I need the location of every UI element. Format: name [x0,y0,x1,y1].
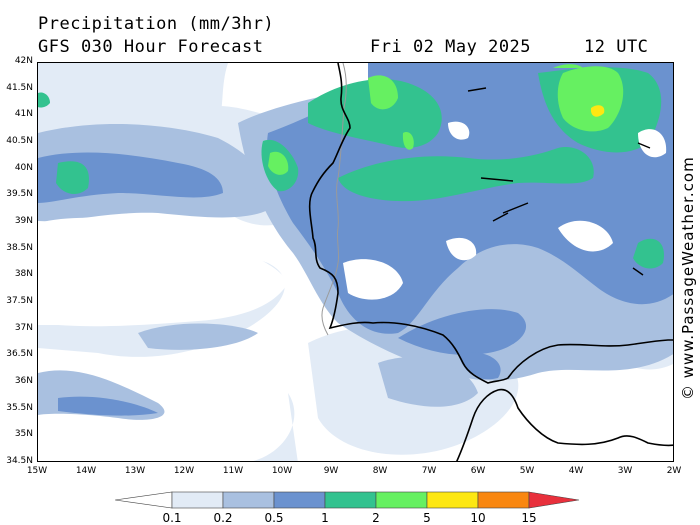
latitude-label: 39.5N [6,189,33,200]
longitude-label: 7W [421,466,437,476]
latitude-label: 35.5N [6,402,33,413]
forecast-date: Fri 02 May 2025 [370,37,532,57]
legend-label: 5 [423,511,431,525]
legend-swatch [171,491,224,509]
model-run: GFS 030 Hour Forecast [38,37,264,57]
map-title: Precipitation (mm/3hr) [38,14,275,34]
latitude-label: 40.5N [6,136,33,146]
legend-swatch [375,491,428,509]
latitude-label: 34.5N [6,456,33,466]
legend-swatch [426,491,479,509]
latitude-label: 41N [14,109,33,120]
legend-label: 0.2 [213,511,233,525]
latitude-label: 40N [14,162,33,173]
legend-label: 1 [321,511,329,525]
inland-lakes [467,87,651,276]
precipitation-field [38,63,673,461]
latitude-label: 38N [14,269,33,280]
longitude-label: 4W [568,466,584,476]
longitude-label: 11W [222,466,244,476]
legend-swatch [222,491,275,509]
watermark: © www.PassageWeather.com [679,156,697,400]
latitude-label: 37.5N [6,296,33,306]
latitude-label: 41.5N [6,82,33,93]
legend-swatch [324,491,377,509]
longitude-label: 2W [666,466,682,476]
latitude-label: 36.5N [6,349,33,360]
legend-label: 15 [521,511,537,525]
coastline-morocco [456,388,673,461]
longitude-label: 10W [271,466,293,476]
latitude-label: 38.5N [6,242,33,253]
legend-left-arrow [115,491,173,509]
latitude-label: 42N [14,56,33,66]
forecast-time: 12 UTC [584,37,649,57]
longitude-label: 3W [617,466,633,476]
legend-label: 10 [470,511,486,525]
longitude-label: 12W [173,466,195,476]
legend-swatch [273,491,326,509]
latitude-label: 37N [14,322,33,333]
map-panel[interactable] [37,62,674,462]
legend-right-arrow [528,491,580,509]
latitude-label: 36N [14,376,33,386]
longitude-label: 5W [519,466,535,476]
latitude-label: 35N [14,429,33,440]
longitude-label: 8W [372,466,388,476]
precip-5-layer [590,105,605,117]
longitude-label: 15W [26,466,48,476]
legend-swatch [477,491,530,509]
longitude-label: 13W [124,466,146,476]
dry-areas [38,121,667,461]
precip-2-layer [268,64,624,175]
legend-label: 0.5 [264,511,284,525]
latitude-label: 39N [14,216,33,226]
longitude-label: 6W [470,466,486,476]
longitude-label: 14W [75,466,97,476]
border-line [321,63,347,336]
legend-label: 0.1 [162,511,182,525]
color-scale-bar [115,491,580,509]
legend-label: 2 [372,511,380,525]
longitude-label: 9W [323,466,339,476]
coastline-iberia [308,63,673,384]
